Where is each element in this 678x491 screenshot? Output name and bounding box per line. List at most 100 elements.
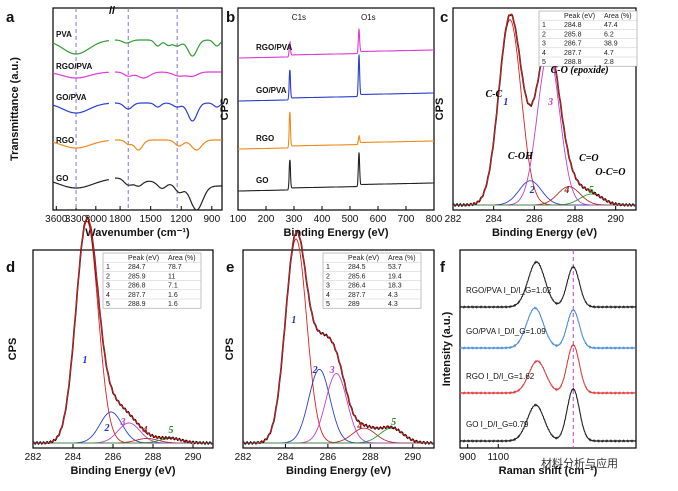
panel-a-tick-label: 1800 bbox=[109, 214, 132, 225]
panel-e-table-cell: 1 bbox=[326, 264, 330, 271]
panel-e-tick-label: 286 bbox=[320, 452, 337, 463]
panel-b-series-label: GO/PVA bbox=[256, 86, 287, 95]
panel-d-table-cell: 1.6 bbox=[168, 301, 178, 308]
panel-c-table-cell: 6.2 bbox=[604, 31, 614, 38]
panel-a-series-label: GO bbox=[56, 174, 68, 183]
panel-e-table-cell: 286.4 bbox=[348, 283, 366, 290]
panel-d-table-cell: 11 bbox=[168, 273, 175, 280]
panel-a-series-label: GO/PVA bbox=[56, 93, 87, 102]
panel-e-xlabel: Binding Energy (eV) bbox=[286, 465, 391, 477]
panel-b-tick-label: 600 bbox=[370, 214, 387, 225]
panel-a-label: a bbox=[6, 9, 15, 26]
panel-e-peak-number: 1 bbox=[291, 315, 296, 326]
panel-b-tick-label: 800 bbox=[426, 214, 443, 225]
panel-f-tick-label: 900 bbox=[459, 452, 476, 463]
panel-b-tick-label: 700 bbox=[398, 214, 415, 225]
panel-b-label: b bbox=[226, 9, 235, 26]
panel-d-label: d bbox=[6, 259, 15, 276]
panel-b-tick-label: 400 bbox=[314, 214, 331, 225]
panel-d-peak-number: 2 bbox=[104, 423, 110, 434]
panel-a-axis-break: // bbox=[109, 5, 115, 17]
panel-e-tick-label: 290 bbox=[404, 452, 421, 463]
panel-f-series-line bbox=[459, 387, 637, 443]
panel-f-frame bbox=[459, 249, 637, 449]
panel-b-series-line bbox=[238, 27, 434, 59]
panel-d-peak-number: 1 bbox=[83, 355, 88, 366]
panel-d-tick-label: 290 bbox=[185, 452, 202, 463]
panel-b-frame bbox=[237, 7, 435, 211]
panel-d-peak-number: 3 bbox=[120, 417, 126, 428]
panel-f-tick-label: 1100 bbox=[488, 452, 510, 463]
panel-e-table-cell: 18.3 bbox=[388, 283, 402, 290]
panel-d-table-cell: 4 bbox=[106, 292, 110, 299]
panel-c-peak-number: 5 bbox=[589, 185, 594, 196]
panel-a-series-line bbox=[52, 40, 109, 55]
panel-c-table-cell: 2.8 bbox=[604, 59, 614, 66]
panel-e-table-cell: 285.6 bbox=[348, 273, 366, 280]
panel-a-tick-label: 1200 bbox=[170, 214, 193, 225]
panel-b-tick-label: 300 bbox=[286, 214, 303, 225]
panel-b-series-line bbox=[238, 111, 434, 150]
panel-d-tick-label: 288 bbox=[145, 452, 162, 463]
panel-a-tick-label: 3600 bbox=[45, 214, 68, 225]
panel-e-envelope-fit bbox=[243, 231, 434, 444]
panel-d-table-cell: Peak (eV) bbox=[128, 255, 159, 262]
panel-c-table-cell: 4 bbox=[542, 50, 546, 57]
panel-c-peak-label-epoxide: C-O (epoxide) bbox=[551, 65, 609, 76]
panel-f-series-label: RGO/PVA I_D/I_G=1.02 bbox=[466, 286, 552, 295]
panel-b-series-line bbox=[238, 54, 434, 102]
panel-b-tick-label: 500 bbox=[342, 214, 359, 225]
panel-f-series-line bbox=[459, 343, 637, 395]
panel-d-raw-data bbox=[32, 216, 213, 446]
watermark: 材料分析与应用 bbox=[541, 456, 618, 470]
panel-d-table-cell: 78.7 bbox=[168, 264, 182, 271]
panel-b-tick-label: 200 bbox=[258, 214, 275, 225]
panel-c-peak-label-oco: O-C=O bbox=[595, 167, 625, 178]
panel-c-peak-number: 2 bbox=[529, 185, 535, 196]
panel-c-table-cell: Area (%) bbox=[604, 13, 632, 20]
panel-c-table-cell: 5 bbox=[542, 59, 546, 66]
panel-c-table-cell: 47.4 bbox=[604, 22, 618, 29]
panel-e-peak-number: 4 bbox=[356, 421, 362, 432]
panel-d-ylabel: CPS bbox=[7, 338, 19, 361]
panel-b-ylabel: CPS bbox=[219, 98, 231, 121]
panel-a-series-label: RGO bbox=[56, 136, 74, 145]
panel-e-table-cell: 4.3 bbox=[388, 301, 398, 308]
panel-a-tick-label: 3300 bbox=[65, 214, 88, 225]
panel-c-table-cell: Peak (eV) bbox=[564, 13, 595, 20]
panel-e-component-3 bbox=[243, 373, 434, 444]
panel-c-table-cell: 288.8 bbox=[564, 59, 582, 66]
panel-b-xlabel: Binding Energy (eV) bbox=[283, 227, 388, 239]
panel-d-table-cell: 5 bbox=[106, 301, 110, 308]
panel-e-peak-number: 3 bbox=[329, 365, 335, 376]
panel-b-series-line bbox=[238, 152, 434, 192]
panel-c-table-cell: 1 bbox=[542, 22, 546, 29]
panel-b-series-label: RGO/PVA bbox=[256, 43, 293, 52]
panel-a-tick-label: 3000 bbox=[85, 214, 108, 225]
panel-e-table-cell: 4.3 bbox=[388, 292, 398, 299]
panel-b-annotation-c1s: C1s bbox=[292, 13, 306, 22]
panel-d-table-cell: Area (%) bbox=[168, 255, 196, 262]
panel-c-table-cell: 285.8 bbox=[564, 31, 582, 38]
panel-e-table-cell: 5 bbox=[326, 301, 330, 308]
panel-a-series-line bbox=[115, 71, 222, 79]
panel-a-series-line bbox=[52, 102, 109, 114]
panel-a-series-line bbox=[52, 179, 109, 189]
panel-c-table-cell: 4.7 bbox=[604, 50, 614, 57]
panel-e-table-cell: Peak (eV) bbox=[348, 255, 379, 262]
panel-e-peak-number: 5 bbox=[391, 417, 396, 428]
panel-c-table-cell: 287.7 bbox=[564, 50, 582, 57]
panel-c-ylabel: CPS bbox=[434, 98, 446, 121]
panel-d-tick-label: 284 bbox=[65, 452, 82, 463]
panel-c-peak-number: 3 bbox=[547, 97, 553, 108]
panel-e-table-cell: 4 bbox=[326, 292, 330, 299]
panel-d-xlabel: Binding Energy (eV) bbox=[70, 465, 175, 477]
panel-d-table-cell: 3 bbox=[106, 283, 110, 290]
panel-e-table-cell: 3 bbox=[326, 283, 330, 290]
panel-d-table-cell: 285.9 bbox=[128, 273, 146, 280]
panel-a-frame bbox=[52, 7, 223, 211]
panel-e-table-cell: 289 bbox=[348, 301, 360, 308]
panel-b-annotation-o1s: O1s bbox=[361, 13, 376, 22]
panel-b-series-label: GO bbox=[256, 176, 268, 185]
panel-c-xlabel: Binding Energy (eV) bbox=[492, 227, 597, 239]
